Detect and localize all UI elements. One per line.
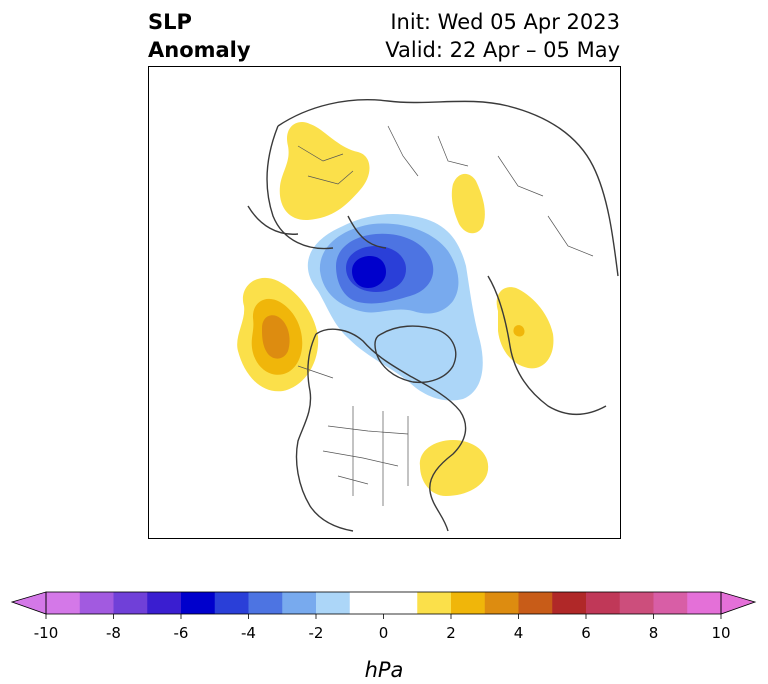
colorbar-tick-label: 0 — [378, 624, 389, 642]
colorbar-tick-label: -8 — [106, 624, 121, 642]
colorbar-extend-max — [720, 591, 757, 615]
colorbar-tick-label: -10 — [33, 624, 59, 642]
colorbar-cell — [316, 592, 351, 614]
country-borders — [297, 125, 594, 506]
coastline-east-asia — [487, 275, 607, 415]
colorbar-cell — [619, 592, 654, 614]
valid-range: Valid: 22 Apr – 05 May — [385, 38, 620, 62]
colorbar-cell — [147, 592, 182, 614]
colorbar — [10, 591, 757, 619]
colorbar-extend-min — [10, 591, 47, 615]
colorbar-cell — [687, 592, 722, 614]
colorbar-cell — [248, 592, 283, 614]
anomaly-contour-gold-east-asia — [513, 325, 525, 337]
chart-title: SLP Anomaly — [148, 8, 251, 64]
colorbar-cell — [383, 592, 418, 614]
anomaly-contour-deep-blue — [352, 256, 386, 288]
colorbar-cell — [586, 592, 621, 614]
slp-anomaly-map — [148, 66, 621, 539]
colorbar-cell — [113, 592, 148, 614]
colorbar-cell — [214, 592, 249, 614]
map-frame — [148, 66, 621, 539]
coastline-north-america — [295, 328, 467, 532]
border-lines — [297, 125, 594, 506]
map-outlines — [247, 99, 619, 532]
colorbar-tick-marks — [45, 614, 722, 619]
anomaly-contour-yellow-siberia — [451, 173, 485, 234]
colorbar-tick-label: -4 — [241, 624, 256, 642]
anomaly-contour-yellow-atlantic — [419, 440, 489, 496]
colorbar-cell — [653, 592, 688, 614]
title-line-2: Anomaly — [148, 38, 251, 62]
negative-anomaly-region — [307, 214, 483, 401]
date-info: Init: Wed 05 Apr 2023 Valid: 22 Apr – 05… — [385, 8, 620, 64]
anomaly-contour-yellow-scandinavia — [279, 122, 370, 221]
colorbar-cell — [451, 592, 486, 614]
colorbar-cell — [518, 592, 553, 614]
colorbar-cell — [79, 592, 114, 614]
colorbar-cell — [417, 592, 452, 614]
colorbar-cell — [484, 592, 519, 614]
colorbar-tick-label: 4 — [513, 624, 524, 642]
coastline-greenland — [374, 325, 457, 384]
colorbar-cell — [349, 592, 384, 614]
colorbar-unit-label: hPa — [364, 658, 404, 682]
colorbar-cells — [46, 592, 722, 614]
colorbar-cell — [552, 592, 587, 614]
colorbar-tick-label: 6 — [581, 624, 591, 642]
coastline-eurasia — [266, 99, 619, 277]
colorbar-cell — [46, 592, 81, 614]
init-date: Init: Wed 05 Apr 2023 — [390, 10, 620, 34]
colorbar-cell — [181, 592, 216, 614]
title-line-1: SLP — [148, 10, 192, 34]
coastline-europe — [247, 205, 387, 249]
colorbar-tick-label: -2 — [308, 624, 324, 642]
colorbar-tick-label: 8 — [648, 624, 659, 642]
anomaly-contour-orange-alaska — [262, 315, 290, 359]
colorbar-cell — [282, 592, 317, 614]
colorbar-tick-label: 2 — [446, 624, 456, 642]
colorbar-tick-label: -6 — [173, 624, 189, 642]
colorbar-tick-label: 10 — [711, 624, 731, 642]
